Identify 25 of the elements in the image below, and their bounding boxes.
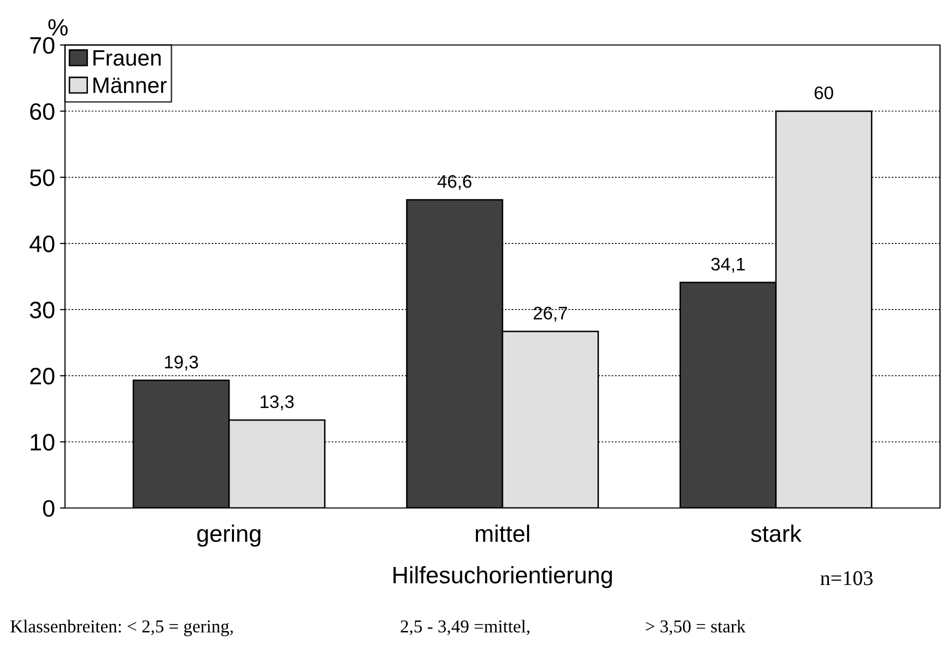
y-tick-label: 40 [30,235,54,252]
x-tick-label: gering [197,524,260,547]
x-axis-title: Hilfesuchorientierung [394,566,612,588]
y-tick-label: 70 [30,37,54,54]
text: n=103 [820,571,873,586]
data-label: 46,6 [437,175,472,190]
text: 2,5 - 3,49 =mittel, [400,620,530,636]
x-tick-label: stark [751,524,802,542]
data-label: 13,3 [260,395,294,410]
text: > 3,50 = stark [646,620,746,636]
y-tick-label: 0 [43,500,54,517]
data-label: 26,7 [534,306,568,322]
data-label: 19,3 [165,356,198,371]
y-tick-label: 60 [30,103,54,120]
legend-label: Frauen [93,50,161,66]
y-tick-label: 50 [30,169,54,186]
y-tick-label: 20 [30,368,54,384]
legend-label: Männer [93,78,167,94]
data-label: 60 [814,86,834,100]
y-tick-label: 10 [30,434,54,451]
y-axis-title: % [48,19,68,36]
x-tick-label: mittel [476,524,530,542]
text: Klassenbreiten: < 2,5 = gering, [10,620,233,636]
data-label: 34,1 [711,258,745,273]
y-tick-label: 30 [30,302,54,318]
